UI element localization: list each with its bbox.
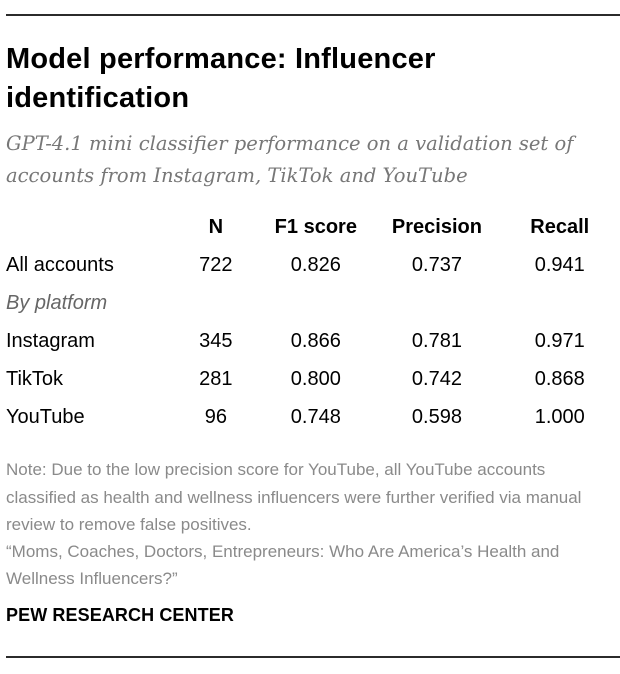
subtitle: GPT-4.1 mini classifier performance on a… [6,132,574,187]
brand-label: PEW RESEARCH CENTER [6,605,234,625]
cell-recall: 0.868 [534,367,585,390]
header-label [0,208,174,246]
performance-table: N F1 score Precision Recall All accounts… [0,208,620,436]
cell-recall: 1.000 [534,405,585,428]
group-row: By platform [0,284,620,322]
page-title: Model performance: Influencer identifica… [6,43,436,114]
cell-recall: 0.971 [534,329,585,352]
header-recall: Recall [530,215,590,238]
cell-n: 96 [204,405,227,428]
cell-precision: 0.737 [411,253,462,276]
cell-precision: 0.598 [411,405,462,428]
cell-precision: 0.781 [411,329,462,352]
row-label: All accounts [6,253,114,276]
group-label-by-platform: By platform [6,291,108,314]
cell-f1: 0.800 [290,367,341,390]
cell-recall: 0.941 [534,253,585,276]
source-text: “Moms, Coaches, Doctors, Entrepreneurs: … [6,542,560,588]
table-row: YouTube 96 0.748 0.598 1.000 [0,398,620,436]
cell-f1: 0.866 [290,329,341,352]
table-header-row: N F1 score Precision Recall [0,208,620,246]
cell-precision: 0.742 [411,367,462,390]
cell-n: 345 [199,329,233,352]
table-row: TikTok 281 0.800 0.742 0.868 [0,360,620,398]
cell-f1: 0.826 [290,253,341,276]
header-n: N [208,215,224,238]
cell-n: 281 [199,367,233,390]
row-label: TikTok [6,367,64,390]
cell-n: 722 [199,253,233,276]
header-f1-score: F1 score [274,215,357,238]
note-text: Note: Due to the low precision score for… [6,460,582,534]
cell-f1: 0.748 [290,405,341,428]
row-label: YouTube [6,405,85,428]
bottom-rule [6,656,620,658]
table-row: All accounts 722 0.826 0.737 0.941 [0,246,620,284]
header-precision: Precision [391,215,482,238]
row-label: Instagram [6,329,95,352]
table-row: Instagram 345 0.866 0.781 0.971 [0,322,620,360]
top-rule [6,14,620,16]
